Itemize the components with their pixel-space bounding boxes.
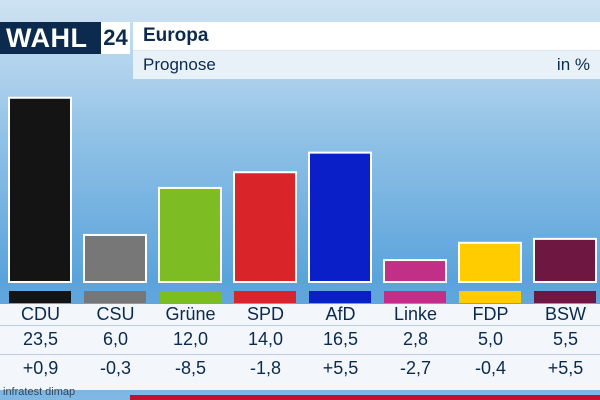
swatch-csu <box>84 291 146 303</box>
party-label: Linke <box>393 304 438 324</box>
source-label: infratest dimap <box>3 386 76 398</box>
change-label: -1,8 <box>249 358 282 378</box>
value-label: 23,5 <box>22 329 59 349</box>
swatch-afd <box>309 291 371 303</box>
party-label: AfD <box>325 304 356 324</box>
party-label: CDU <box>21 304 60 324</box>
chart-title: Europa <box>143 25 209 46</box>
results-table: CDU CSU Grüne SPD AfD Linke FDP BSW 23,5 6,0 12,0 1… <box>0 304 600 390</box>
ticker-strip <box>130 395 600 400</box>
value-label: 5,5 <box>552 329 579 349</box>
value-label: 5,0 <box>477 329 504 349</box>
chart-subtitle: Prognose <box>143 55 216 74</box>
row-divider <box>0 354 600 355</box>
bar-spd <box>233 171 297 284</box>
bar-bsw <box>533 237 597 284</box>
bar-afd <box>308 151 372 283</box>
bar-grüne <box>158 186 222 283</box>
change-label: -2,7 <box>399 358 432 378</box>
row-divider <box>0 325 600 326</box>
swatch-fdp <box>459 291 521 303</box>
swatch-cdu <box>9 291 71 303</box>
value-label: 14,0 <box>247 329 284 349</box>
party-label: SPD <box>246 304 284 324</box>
swatch-grüne <box>159 291 221 303</box>
value-label: 2,8 <box>402 329 429 349</box>
subtitle-bar: Prognose in % <box>133 51 600 79</box>
logo-number: 24 <box>101 22 130 54</box>
value-label: 16,5 <box>322 329 359 349</box>
value-label: 12,0 <box>172 329 209 349</box>
change-label: -0,3 <box>99 358 132 378</box>
party-label: FDP <box>472 304 509 324</box>
party-label: BSW <box>544 304 586 324</box>
bar-linke <box>383 259 447 284</box>
change-label: +5,5 <box>322 358 359 378</box>
header: WAHL 24 Europa Prognose in % <box>0 0 600 80</box>
swatch-spd <box>234 291 296 303</box>
swatch-bsw <box>534 291 596 303</box>
value-label: 6,0 <box>102 329 129 349</box>
unit-label: in % <box>556 55 590 74</box>
bar-csu <box>83 233 147 284</box>
bar-fdp <box>458 241 522 284</box>
change-label: +5,5 <box>547 358 584 378</box>
bar-cdu <box>8 96 72 284</box>
change-label: +0,9 <box>22 358 59 378</box>
party-label: CSU <box>96 304 135 324</box>
logo-text: WAHL <box>6 22 88 53</box>
party-label: Grüne <box>165 304 216 324</box>
change-label: -0,4 <box>474 358 507 378</box>
swatch-linke <box>384 291 446 303</box>
wahl24-logo: WAHL 24 <box>0 22 130 54</box>
title-bar: Europa <box>133 22 600 51</box>
change-label: -8,5 <box>174 358 207 378</box>
